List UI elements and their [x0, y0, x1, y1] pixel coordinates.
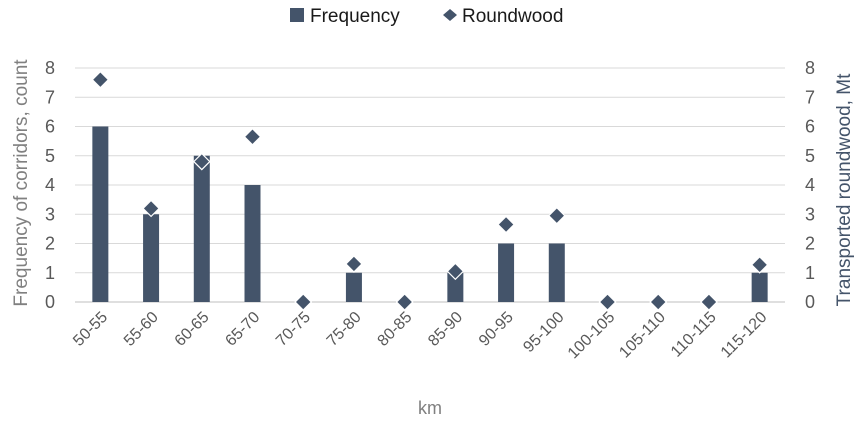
- roundwood-marker: [243, 127, 262, 146]
- y-tick-label-left: 5: [45, 146, 55, 166]
- marker-series: [91, 70, 769, 311]
- roundwood-marker: [294, 293, 313, 311]
- roundwood-marker: [649, 293, 668, 311]
- x-axis-title: km: [418, 398, 442, 418]
- x-tick-label: 110-115: [668, 309, 720, 361]
- x-tick-label: 55-60: [121, 309, 162, 350]
- x-tick-label: 95-100: [520, 309, 567, 356]
- legend-frequency-label: Frequency: [310, 6, 400, 27]
- y-tick-label-right: 2: [805, 234, 815, 254]
- y-tick-label-right: 5: [805, 146, 815, 166]
- roundwood-marker: [395, 293, 414, 311]
- frequency-bar: [92, 126, 109, 302]
- y-tick-label-right: 0: [805, 292, 815, 312]
- x-tick-label: 60-65: [172, 309, 213, 350]
- x-tick-label: 105-110: [616, 309, 669, 362]
- y-tick-label-left: 0: [45, 292, 55, 312]
- roundwood-marker: [547, 206, 566, 225]
- frequency-bar: [244, 185, 261, 302]
- x-tick-label: 50-55: [70, 309, 111, 350]
- y-tick-label-right: 4: [805, 175, 815, 195]
- y-tick-label-left: 3: [45, 204, 55, 224]
- legend-roundwood-marker: [443, 9, 457, 21]
- x-tick-label: 70-75: [273, 309, 314, 350]
- legend-frequency-swatch: [290, 8, 304, 22]
- left-axis-ticks: 0 1 2 3 4 5 6 7 8: [45, 58, 55, 312]
- y-axis-title-left: Frequency of corridors, count: [11, 59, 32, 307]
- frequency-bar: [447, 272, 464, 302]
- y-tick-label-left: 2: [45, 234, 55, 254]
- roundwood-marker: [91, 70, 110, 89]
- y-tick-label-left: 8: [45, 58, 55, 78]
- frequency-bar: [345, 272, 362, 302]
- y-tick-label-left: 1: [45, 263, 55, 283]
- right-axis-ticks: 0 1 2 3 4 5 6 7 8: [805, 58, 815, 312]
- x-tick-label: 100-105: [565, 309, 619, 363]
- x-tick-label: 90-95: [476, 309, 517, 350]
- legend-roundwood-label: Roundwood: [462, 6, 563, 27]
- roundwood-marker: [598, 293, 617, 311]
- roundwood-marker: [142, 199, 160, 218]
- roundwood-marker: [345, 255, 363, 273]
- x-tick-label: 65-70: [222, 309, 263, 350]
- roundwood-marker: [446, 262, 465, 281]
- y-tick-label-right: 3: [805, 204, 815, 224]
- frequency-bar: [548, 243, 565, 302]
- frequency-bar: [193, 155, 210, 302]
- y-tick-label-right: 8: [805, 58, 815, 78]
- x-tick-label: 80-85: [375, 309, 416, 350]
- gridlines: [75, 67, 785, 303]
- y-tick-label-left: 4: [45, 175, 55, 195]
- y-axis-title-right: Transported roundwood, Mt: [834, 73, 855, 306]
- legend: Frequency Roundwood: [290, 6, 563, 27]
- y-tick-label-right: 7: [805, 87, 815, 107]
- y-tick-label-left: 6: [45, 117, 55, 137]
- bar-series: [92, 126, 768, 302]
- x-axis-ticks: 50-55 55-60 60-65 65-70 70-75 75-80 80-85 85-90…: [70, 309, 770, 363]
- frequency-bar: [751, 272, 768, 302]
- roundwood-marker: [750, 256, 769, 274]
- y-tick-label-right: 1: [805, 263, 815, 283]
- frequency-bar: [143, 214, 160, 302]
- x-tick-label: 75-80: [324, 309, 365, 350]
- frequency-bar: [498, 243, 515, 302]
- y-tick-label-left: 7: [45, 87, 55, 107]
- roundwood-marker: [700, 293, 718, 311]
- x-tick-label: 115-120: [718, 309, 771, 362]
- y-tick-label-right: 6: [805, 117, 815, 137]
- x-tick-label: 85-90: [425, 309, 466, 350]
- roundwood-marker: [192, 152, 211, 171]
- roundwood-marker: [497, 215, 515, 234]
